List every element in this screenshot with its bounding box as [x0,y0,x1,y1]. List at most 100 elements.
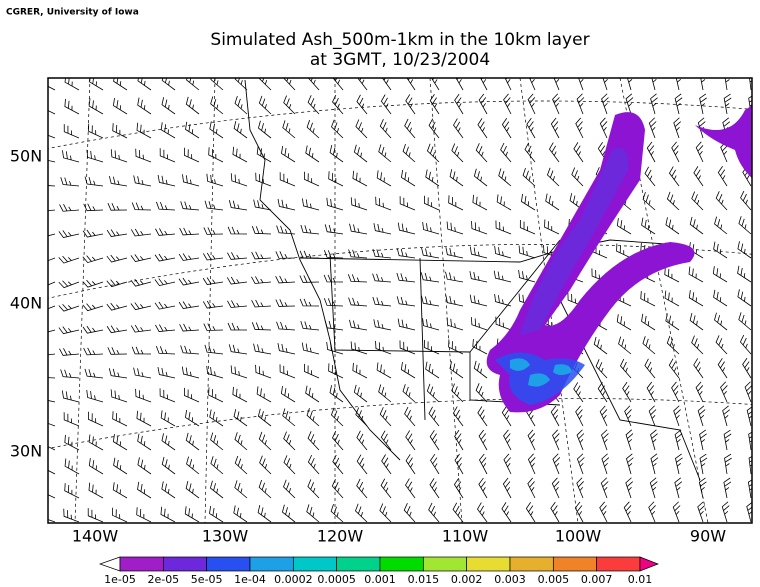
wind-barb [88,98,104,115]
wind-barb [625,453,634,475]
wind-barb [352,170,368,187]
barb-shaft [404,118,416,139]
barb-shaft [130,302,152,311]
wind-barb [573,142,584,163]
barb-shaft [48,204,56,213]
barb-shaft [453,477,464,499]
barb-shaft [445,271,464,283]
wind-barb [446,221,464,235]
barb-shaft [601,453,610,475]
wind-barb [478,93,488,115]
wind-barb [576,477,584,499]
barb-shaft [210,480,224,499]
barb-shaft [449,361,464,379]
barb-shaft [620,358,632,379]
wind-barb [63,124,80,139]
wind-barb [48,304,56,313]
wind-barb [401,169,416,187]
wind-barb [283,431,296,451]
wind-barb [137,481,152,499]
barb-shaft [688,290,704,307]
wind-barb [181,366,200,379]
wind-barb [397,222,416,235]
wind-barb [575,117,584,139]
barb-shaft [454,453,464,475]
colorbar-segment [206,556,251,572]
barb-shaft [738,216,752,235]
barb-shaft [202,252,224,261]
barb-shaft [527,477,536,499]
barb-shaft [396,296,416,307]
wind-barb [379,503,392,523]
wind-barb [501,117,512,139]
wind-barb [228,200,248,211]
barb-shaft [137,97,152,115]
barb-shaft [257,408,272,427]
barb-shaft [48,150,56,163]
barb-shaft [623,501,632,523]
wind-barb [326,341,344,355]
barb-shaft [283,455,296,475]
barb-shaft [202,277,224,285]
graticule [48,78,752,523]
colorbar-segment [509,556,554,572]
barb-shaft [737,241,752,259]
wind-barb [724,453,732,475]
wind-barb [251,226,272,235]
wind-barb [251,251,272,260]
wind-barb [82,279,104,288]
barb-shaft [618,336,632,355]
barb-shaft [574,501,584,523]
barb-shaft [154,253,176,262]
wind-barb [454,78,464,91]
barb-shaft [695,141,704,163]
barb-shaft [185,409,200,427]
barb-shaft [552,453,561,475]
wind-barb [60,369,80,379]
wind-barb [154,301,176,310]
wind-barb [179,323,200,332]
wind-barb [624,405,632,427]
barb-shaft [209,505,224,523]
barb-shaft [671,141,680,163]
wind-barb [426,143,440,163]
barb-shaft [518,245,536,259]
wind-barb [375,196,392,211]
wind-barb [257,120,272,139]
barb-shaft [470,317,488,331]
wind-barb [674,429,683,451]
wind-barb [405,78,416,91]
wind-barb [307,479,320,499]
barb-shaft [323,250,344,259]
wind-barb [449,169,464,187]
barb-shaft [404,406,416,427]
barb-shaft [737,289,752,307]
wind-barb [641,313,656,331]
barb-shaft [400,362,416,379]
barb-shaft [112,411,128,427]
wind-barb [522,167,536,187]
wind-barb [185,409,200,427]
barb-shaft [183,387,200,403]
barb-shaft [137,78,152,91]
wind-barb [353,384,368,403]
wind-barb [381,454,392,475]
barb-shaft [48,509,56,523]
barb-shaft [112,97,128,115]
wind-barb [527,78,536,91]
barb-shaft [63,412,80,427]
wind-barb [282,408,296,427]
wind-barb [185,96,200,115]
barb-shaft [253,199,272,211]
barb-shaft [326,197,344,211]
wind-barb [666,335,680,355]
wind-barb [738,312,752,331]
barb-shaft [137,433,152,451]
barb-shaft [48,483,56,499]
wind-barb [330,407,344,427]
wind-barb [429,430,440,451]
wind-barb [283,479,296,499]
wind-barb [48,509,56,523]
wind-barb [380,94,392,115]
barb-shaft [625,453,634,475]
